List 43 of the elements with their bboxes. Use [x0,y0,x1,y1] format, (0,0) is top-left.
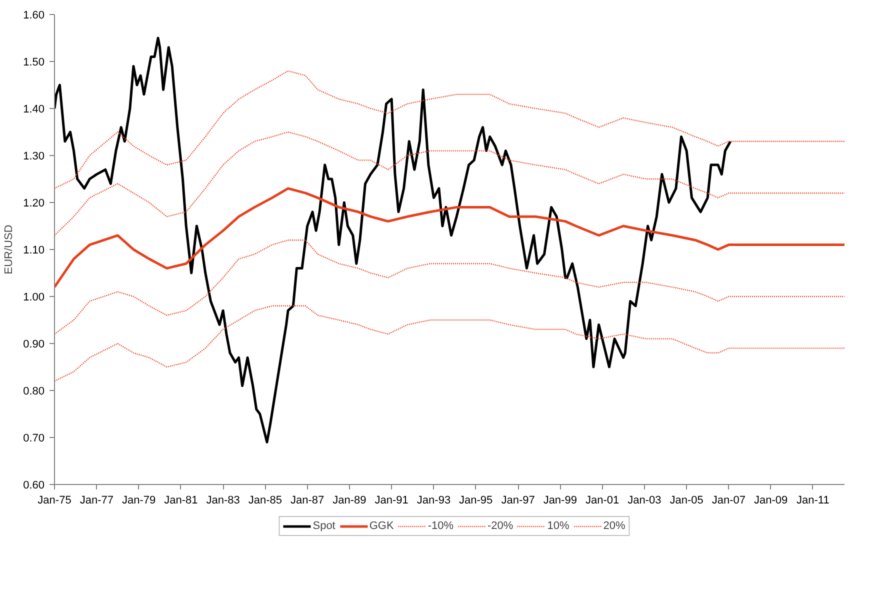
x-tick-label: Jan-01 [585,494,620,506]
x-tick-label: Jan-11 [796,494,830,506]
y-axis-title: EUR/USD [3,224,16,274]
x-tick-label: Jan-75 [38,494,72,506]
y-tick-label: 0.70 [23,432,45,444]
line-series [54,305,844,382]
x-tick-label: Jan-79 [122,494,156,506]
x-tick-label: Jan-81 [164,494,198,506]
y-tick-label: 1.50 [23,56,45,68]
legend-label: Spot [312,520,336,532]
line-series [54,70,844,189]
line-series [54,36,732,444]
y-tick-label: 0.90 [23,338,45,350]
x-tick-label: Jan-91 [374,494,408,506]
legend-label: 20% [603,520,626,532]
legend-label: 10% [547,520,570,532]
x-tick-label: Jan-03 [628,494,662,506]
x-tick-label: Jan-89 [332,494,366,506]
y-tick-label: 0.60 [23,480,45,492]
y-tick-label: 1.00 [23,292,45,304]
legend-label: -20% [488,520,514,532]
x-tick-label: Jan-83 [206,494,240,506]
legend-label: GGK [369,520,394,532]
x-tick-label: Jan-07 [712,494,746,506]
x-tick-label: Jan-93 [416,494,451,506]
x-tick-label: Jan-09 [754,494,788,506]
line-series [54,187,844,288]
y-tick-label: 1.10 [23,244,45,256]
x-tick-label: Jan-77 [80,494,114,506]
x-tick-label: Jan-05 [670,494,704,506]
x-tick-label: Jan-85 [248,494,282,506]
y-tick-label: 1.40 [23,104,45,116]
y-tick-label: 1.60 [23,10,45,22]
line-series [54,240,844,335]
y-tick-label: 0.80 [23,386,45,398]
legend-label: -10% [428,520,454,532]
line-series [54,131,844,236]
y-tick-label: 1.30 [23,150,45,162]
x-tick-label: Jan-99 [543,494,577,506]
x-tick-label: Jan-95 [459,494,493,506]
y-tick-label: 1.20 [23,198,45,210]
x-tick-label: Jan-87 [290,494,324,506]
x-tick-label: Jan-97 [501,494,535,506]
